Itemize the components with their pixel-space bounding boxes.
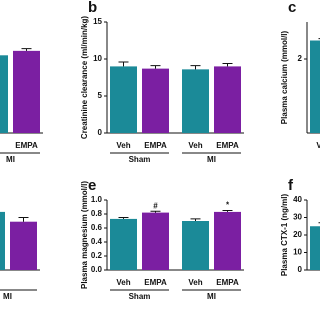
panel-letter: e <box>88 177 96 194</box>
bar <box>0 211 5 270</box>
error-bar <box>118 217 129 219</box>
bar <box>0 55 8 133</box>
x-tick-label: Veh <box>116 141 130 150</box>
panel-letter: b <box>88 0 97 16</box>
bar <box>310 226 320 270</box>
y-tick-label: 0 <box>298 265 303 274</box>
y-tick-label: 0 <box>98 128 103 137</box>
panel-letter: f <box>288 177 294 194</box>
x-tick-label: EMPA <box>216 278 239 287</box>
group-label: Sham <box>129 155 151 164</box>
group-label: MI <box>3 292 12 301</box>
error-bar <box>18 217 29 222</box>
error-bar <box>190 65 201 70</box>
group-label: MI <box>207 292 216 301</box>
x-tick-label: EMPA <box>144 278 167 287</box>
y-axis-label: Plasma CTX-1 (ng/ml) <box>280 194 289 277</box>
bar <box>310 40 320 133</box>
x-tick-label: EMPA <box>216 141 239 150</box>
bar <box>13 50 40 133</box>
y-tick-label: 0.2 <box>91 251 103 260</box>
y-tick-label: 1.0 <box>91 195 103 204</box>
y-axis-label: Plasma calcium (mmol/l) <box>280 30 289 124</box>
x-tick-label: EMPA <box>144 141 167 150</box>
y-tick-label: 2 <box>298 54 303 63</box>
error-bar <box>118 61 129 67</box>
x-tick-label: Veh <box>116 278 130 287</box>
x-tick-label: Veh <box>188 278 202 287</box>
bar <box>142 212 169 270</box>
error-bar <box>222 62 233 67</box>
panel: MI <box>0 211 40 301</box>
panel-letter: c <box>288 0 296 16</box>
bar <box>110 218 137 270</box>
annotation: # <box>153 201 158 210</box>
group-label: Sham <box>129 292 151 301</box>
bar <box>142 68 169 133</box>
group-label: MI <box>6 155 15 164</box>
y-tick-label: 20 <box>293 230 302 239</box>
group-label: MI <box>207 155 216 164</box>
y-axis-label: Plasma magnesium (mmol/l) <box>80 181 89 289</box>
y-tick-label: 0.6 <box>91 223 103 232</box>
error-bar <box>150 210 161 213</box>
y-tick-label: 0.4 <box>91 237 103 246</box>
y-tick-label: 10 <box>293 248 302 257</box>
annotation: * <box>226 201 230 210</box>
y-axis-label: Creatinine clearance (ml/min/kg) <box>80 16 89 139</box>
bar <box>214 66 241 133</box>
error-bar <box>190 218 201 221</box>
y-tick-label: 40 <box>293 195 302 204</box>
error-bar <box>21 48 32 51</box>
bar <box>214 211 241 270</box>
bar <box>10 221 37 270</box>
y-tick-label: 15 <box>93 17 102 26</box>
bar <box>182 69 209 133</box>
x-tick-label: EMPA <box>15 141 38 150</box>
x-tick-label: Veh <box>188 141 202 150</box>
error-bar <box>150 65 161 69</box>
bar <box>110 66 137 133</box>
y-tick-label: 0.0 <box>91 265 103 274</box>
y-tick-label: 0.8 <box>91 209 103 218</box>
bar <box>182 221 209 270</box>
panel: c Plasma calcium (mmol/l) 2 Veh <box>280 0 320 150</box>
y-tick-label: 30 <box>293 213 302 222</box>
y-tick-label: 5 <box>98 91 103 100</box>
x-tick-label: Veh <box>316 141 320 150</box>
error-bar <box>222 210 233 212</box>
y-tick-label: 10 <box>93 54 102 63</box>
